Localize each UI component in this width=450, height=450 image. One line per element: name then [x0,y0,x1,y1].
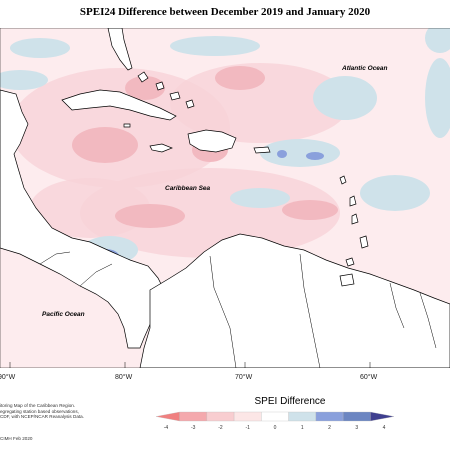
map-title: SPEI24 Difference between December 2019 … [79,6,371,18]
legend-tick-label: -2 [218,425,223,431]
legend-swatch [261,411,289,422]
trinidad [339,273,355,287]
legend-tick-label: -4 [164,425,169,431]
hispaniola [187,129,237,153]
puerto-rico [253,146,271,154]
cayman [123,123,131,128]
medium-pink-patch [115,204,185,228]
credit-line: CDF, with NCEP/NCAR Reanalysis Data. [0,414,84,420]
cuba [61,89,177,121]
map-canvas: Atlantic Ocean Caribbean Sea Pacific Oce… [0,28,450,368]
atlantic-ocean-label: Atlantic Ocean [341,65,388,72]
legend-swatch [233,411,262,422]
light-blue-patch [425,28,450,53]
light-blue-patch [360,175,430,211]
copyright-text: CIMH Feb 2020 [0,436,33,441]
legend-tick-label: -1 [246,425,251,431]
legend-title: SPEI Difference [254,396,326,407]
light-pink-patch [170,63,350,143]
legend-swatch [155,411,180,422]
legend-tick-label: 0 [274,425,277,431]
color-legend: -4 -3 -2 -1 0 1 2 3 4 [155,411,395,431]
bahamas [137,71,195,109]
light-blue-patch [313,76,377,120]
legend-swatch [179,411,208,422]
light-blue-patch [0,70,48,90]
lesser-antilles [339,175,369,267]
light-blue-patch [230,188,290,208]
legend-swatch [370,411,395,422]
jamaica [149,143,173,153]
legend-tick-label: 4 [383,425,386,431]
longitude-axis: 90°W 80°W 70°W 60°W [0,373,378,381]
legend-tick-label: 1 [301,425,304,431]
medium-pink-patch [72,127,138,163]
country-borders [39,251,437,368]
legend-swatch [206,411,235,422]
medium-pink-patch [215,66,265,90]
pacific-ocean-label: Pacific Ocean [42,311,85,318]
florida [107,28,133,71]
graticule [0,28,450,368]
legend-swatch [288,411,317,422]
blue-patch [306,152,324,160]
caribbean-sea-label: Caribbean Sea [165,185,211,192]
light-blue-patch [170,36,260,56]
tick-80w: 80°W [115,373,133,381]
light-blue-patch [260,139,340,167]
tick-70w: 70°W [235,373,253,381]
tick-60w: 60°W [360,373,378,381]
legend-tick-label: -3 [191,425,196,431]
credit-text: itoring Map of the Caribbean Region. egr… [0,403,110,420]
tick-90w: 90°W [0,373,16,381]
blue-patch [277,150,287,158]
credit-line: egregating station based observations, [0,408,79,414]
legend-tick-label: 2 [328,425,331,431]
south-america [139,233,450,368]
credit-line: itoring Map of the Caribbean Region. [0,403,76,408]
legend-swatch [315,411,344,422]
medium-pink-patch [282,200,338,220]
light-blue-patch [10,38,70,58]
legend-tick-label: 3 [355,425,358,431]
legend-swatch [342,411,371,422]
light-pink-patch [30,178,150,238]
central-america [0,89,165,349]
medium-pink-patch [125,76,165,100]
light-blue-patch [425,58,450,138]
land-masses [0,28,450,368]
